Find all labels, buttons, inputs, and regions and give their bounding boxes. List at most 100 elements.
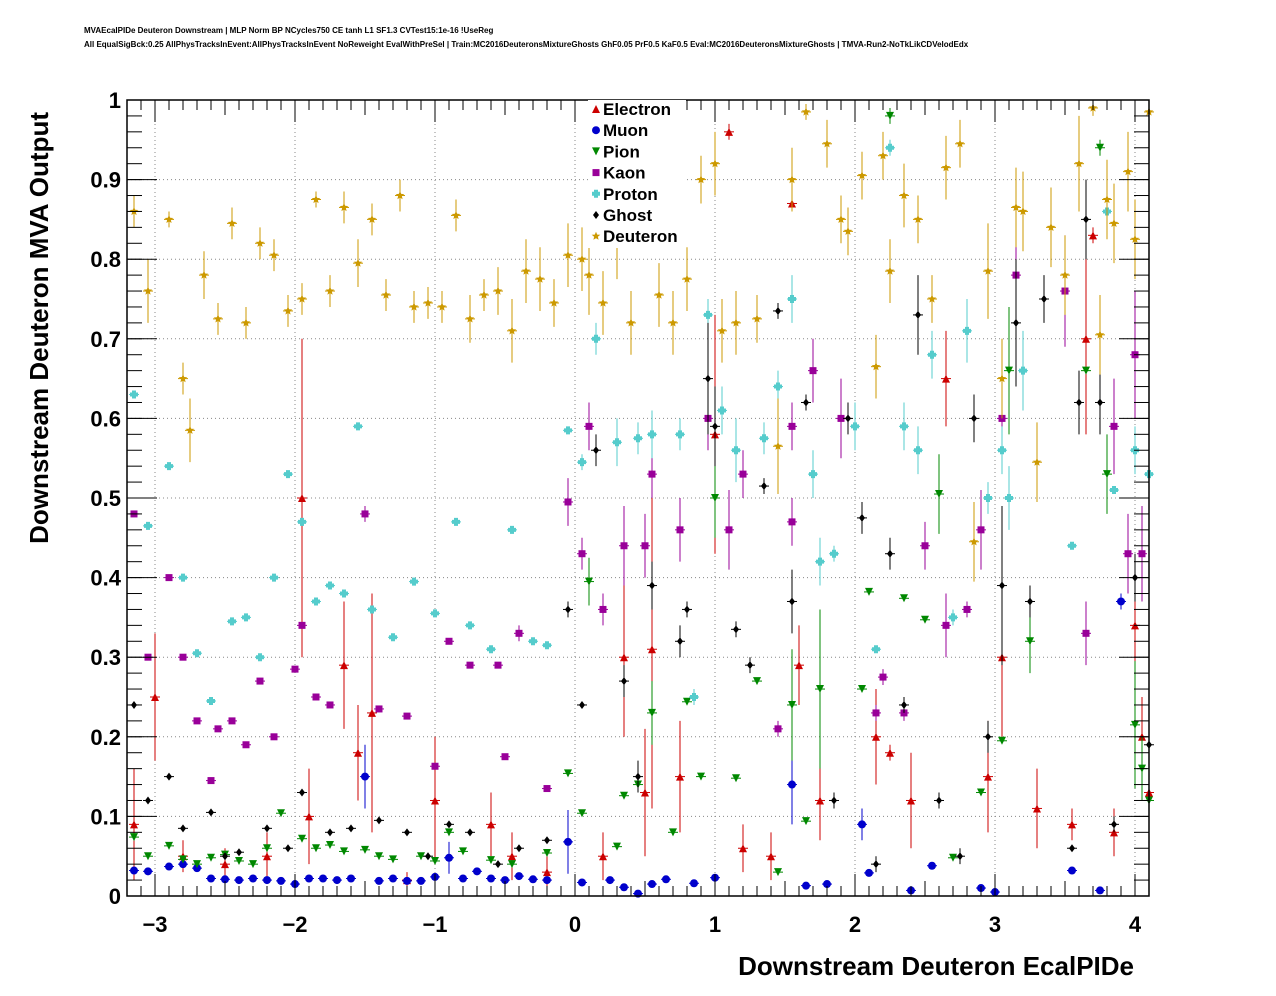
electron-point	[872, 732, 880, 741]
deuteron-point	[178, 374, 188, 383]
kaon-point	[256, 677, 264, 685]
pion-point	[613, 842, 621, 851]
electron-point	[1033, 804, 1041, 813]
muon-point	[221, 875, 229, 884]
muon-point	[445, 853, 453, 862]
proton-point	[830, 549, 838, 558]
proton-point	[963, 326, 971, 335]
proton-point	[578, 458, 586, 467]
kaon-point	[1124, 550, 1132, 558]
legend-label-ghost: Ghost	[603, 206, 652, 225]
deuteron-point	[507, 326, 517, 335]
muon-point	[165, 862, 173, 871]
kaon-point	[1110, 422, 1118, 430]
ghost-point	[376, 816, 382, 825]
ghost-point	[831, 796, 837, 805]
deuteron-point	[822, 139, 832, 148]
electron-point	[298, 494, 306, 502]
deuteron-point	[1046, 222, 1056, 231]
muon-point	[487, 874, 495, 883]
x-tick-label: −1	[422, 912, 447, 937]
proton-point	[774, 382, 782, 391]
proton-point	[228, 617, 236, 626]
proton-point	[564, 426, 572, 435]
kaon-point	[228, 717, 236, 725]
pion-point	[130, 833, 138, 842]
proton-point	[165, 462, 173, 471]
ghost-point	[446, 820, 452, 829]
deuteron-point	[584, 270, 594, 279]
muon-point	[858, 820, 866, 829]
ghost-point	[299, 788, 305, 797]
pion-point	[886, 111, 894, 120]
muon-point	[179, 860, 187, 869]
kaon-point	[963, 605, 971, 613]
proton-point	[298, 517, 306, 526]
muon-point	[333, 876, 341, 885]
deuteron-point	[437, 302, 447, 311]
proton-point	[676, 430, 684, 439]
pion-point	[389, 855, 397, 864]
kaon-point	[837, 414, 845, 422]
electron-point	[1068, 820, 1076, 829]
electron-point	[354, 748, 362, 757]
pion-point	[144, 852, 152, 861]
muon-point	[788, 780, 796, 789]
muon-point	[235, 876, 243, 885]
deuteron-point	[598, 298, 608, 307]
proton-point	[431, 609, 439, 618]
deuteron-point	[577, 254, 587, 263]
proton-point	[242, 613, 250, 622]
deuteron-point	[1123, 167, 1133, 176]
deuteron-point	[353, 258, 363, 267]
kaon-point	[403, 712, 411, 720]
y-tick-label: 0.3	[90, 645, 121, 670]
muon-point	[1068, 866, 1076, 875]
ghost-point	[593, 446, 599, 455]
proton-point	[1005, 494, 1013, 502]
electron-point	[221, 860, 229, 869]
proton-point	[508, 525, 516, 534]
muon-point	[473, 867, 481, 876]
proton-point	[543, 641, 551, 650]
kaon-point	[578, 550, 586, 558]
x-tick-label: 1	[709, 912, 721, 937]
pion-point	[543, 849, 551, 858]
pion-point	[207, 853, 215, 862]
muon-point	[690, 879, 698, 888]
electron-point	[599, 852, 607, 861]
proton-point	[368, 605, 376, 614]
muon-point	[375, 876, 383, 885]
electron-point	[641, 788, 649, 797]
ghost-point	[957, 852, 963, 861]
electron-point	[767, 852, 775, 861]
electron-point	[151, 693, 159, 701]
pion-point	[683, 697, 691, 706]
proton-point	[452, 517, 460, 526]
pion-point	[816, 685, 824, 694]
deuteron-point	[1074, 159, 1084, 168]
pion-point	[977, 788, 985, 797]
proton-point	[256, 653, 264, 662]
deuteron-point	[311, 195, 321, 204]
chart-header-line-2: All EqualSigBck:0.25 AllPhysTracksInEven…	[84, 40, 969, 49]
legend-marker-electron	[592, 105, 600, 113]
proton-point	[312, 597, 320, 606]
axis-ticks	[126, 99, 1150, 897]
muon-point	[305, 874, 313, 883]
proton-point	[193, 649, 201, 658]
kaon-point	[466, 661, 474, 669]
electron-point	[487, 820, 495, 829]
x-tick-label: −2	[282, 912, 307, 937]
proton-point	[179, 573, 187, 582]
ghost-point	[789, 597, 795, 606]
x-axis-title: Downstream Deuteron EcalPIDe	[738, 951, 1134, 981]
deuteron-point	[213, 314, 223, 323]
pion-point	[753, 677, 761, 686]
ghost-point	[649, 581, 655, 590]
electron-point	[340, 661, 348, 670]
legend-label-deuteron: Deuteron	[603, 227, 678, 246]
proton-point	[809, 470, 817, 479]
deuteron-point	[199, 270, 209, 279]
